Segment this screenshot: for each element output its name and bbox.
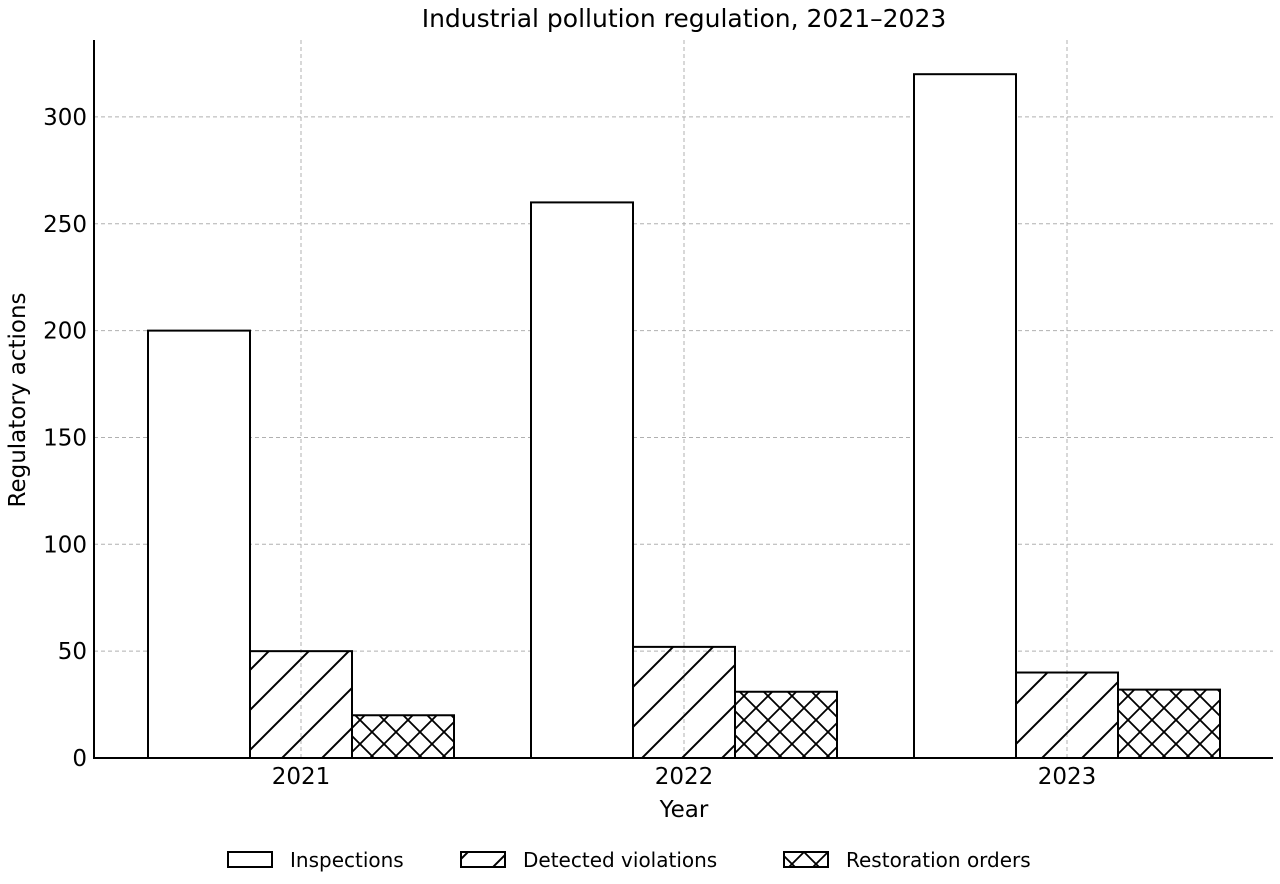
legend-item: Detected violations	[460, 848, 717, 872]
y-tick-label: 100	[43, 532, 87, 558]
bar-restoration-orders-2021	[351, 714, 455, 759]
bars	[147, 73, 1221, 760]
chart-title: Industrial pollution regulation, 2021–20…	[422, 4, 947, 33]
y-tick-label: 150	[43, 425, 87, 451]
x-tick-label: 2022	[655, 764, 714, 790]
y-tick-label: 300	[43, 105, 87, 131]
bar-inspections-2021	[147, 329, 251, 759]
bar-inspections-2022	[530, 201, 634, 759]
x-tick-label: 2021	[272, 764, 331, 790]
legend: Inspections Detected violations Restoratio…	[227, 848, 1031, 872]
y-axis-label: Regulatory actions	[5, 292, 31, 507]
legend-label: Inspections	[290, 848, 404, 872]
legend-label: Detected violations	[523, 848, 717, 872]
legend-swatch	[460, 851, 506, 868]
legend-item: Inspections	[227, 848, 404, 872]
axes	[93, 40, 1273, 759]
tick-labels: 0 50 100 150 200 250 300 2021 2022 2023	[43, 105, 1096, 790]
y-tick-label: 250	[43, 212, 87, 238]
bar-restoration-orders-2023	[1117, 688, 1221, 759]
y-tick-label: 50	[58, 639, 87, 665]
legend-label: Restoration orders	[846, 848, 1031, 872]
y-tick-label: 0	[72, 746, 87, 772]
y-tick-label: 200	[43, 319, 87, 345]
legend-swatch	[227, 851, 273, 868]
bar-detected-violations-2021	[249, 650, 353, 760]
grid-lines	[94, 40, 1273, 758]
x-axis-label: Year	[659, 797, 709, 823]
x-tick-label: 2023	[1038, 764, 1097, 790]
bar-detected-violations-2022	[632, 645, 736, 760]
legend-item: Restoration orders	[783, 848, 1031, 872]
bar-inspections-2023	[913, 73, 1017, 759]
bar-detected-violations-2023	[1015, 671, 1119, 759]
legend-swatch	[783, 851, 829, 868]
bar-restoration-orders-2022	[734, 690, 838, 760]
